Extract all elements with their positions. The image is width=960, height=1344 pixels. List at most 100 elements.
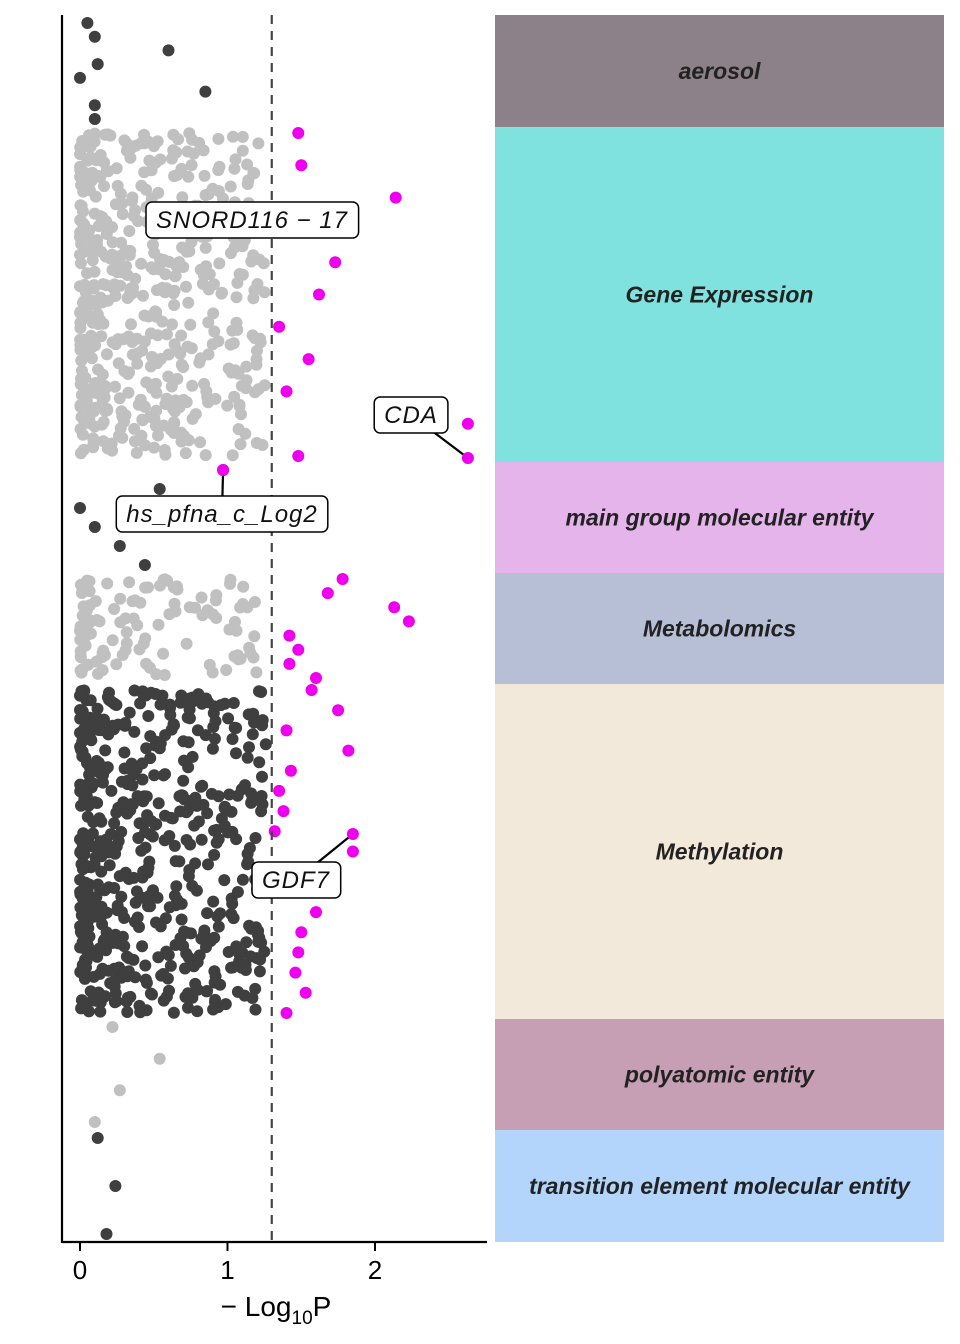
data-point-495: [74, 322, 87, 334]
data-point-1043: [195, 833, 208, 846]
data-point-207: [135, 429, 148, 442]
data-point-1098: [151, 891, 164, 904]
category-label-3: Metabolomics: [643, 616, 796, 642]
x-tick-label-1: 1: [220, 1255, 234, 1285]
data-point-421: [96, 368, 109, 381]
data-point-504: [124, 151, 137, 164]
data-point-543: [113, 540, 126, 552]
annotation-point-3: [346, 828, 359, 840]
data-point-913: [129, 971, 142, 984]
data-point-1115: [214, 978, 227, 991]
data-point-647: [209, 594, 222, 607]
data-point-436: [150, 386, 163, 399]
data-point-755: [152, 797, 165, 810]
data-point-509: [142, 310, 155, 323]
data-point-1192: [118, 940, 131, 953]
data-point-460: [186, 379, 199, 392]
data-point-1000: [103, 859, 116, 872]
data-point-881: [110, 806, 123, 819]
data-point-758: [175, 913, 188, 926]
data-point-490: [114, 422, 127, 435]
data-point-508: [109, 380, 121, 393]
data-point-274: [202, 396, 215, 409]
data-point-1213: [136, 940, 149, 953]
data-point-1163: [75, 687, 88, 700]
data-point-373: [97, 317, 110, 330]
data-point-455: [227, 337, 240, 350]
data-point-160: [137, 289, 149, 302]
data-point-499: [100, 402, 113, 415]
data-point-6: [88, 99, 101, 112]
data-point-523: [230, 316, 243, 329]
data-point-55: [258, 286, 271, 299]
data-point-623: [158, 669, 171, 681]
annotation-0: SNORD116 − 17: [145, 201, 360, 239]
data-point-1173: [121, 807, 134, 820]
data-point-206: [229, 153, 242, 166]
data-point-388: [132, 398, 145, 411]
data-point-981: [212, 920, 225, 933]
data-point-1219: [188, 796, 201, 809]
data-point-1077: [111, 904, 124, 917]
data-point-933: [159, 768, 171, 781]
data-point-465: [242, 174, 255, 187]
data-point-431: [194, 436, 207, 449]
data-point-1097: [133, 999, 146, 1012]
data-point-1126: [98, 884, 111, 897]
data-point-1207: [176, 789, 189, 802]
data-point-522: [78, 303, 91, 315]
data-point-594: [230, 624, 243, 637]
data-point-497: [233, 400, 246, 412]
data-point-488: [75, 335, 88, 348]
data-point-4: [74, 71, 86, 84]
category-band-0: [495, 15, 944, 127]
data-point-1143: [84, 985, 97, 998]
data-point-542: [88, 521, 101, 533]
annotation-label-2: hs_pfna_c_Log2: [126, 501, 318, 528]
data-point-753: [123, 706, 136, 719]
category-bands: aerosol Gene Expression main group molecul…: [495, 15, 944, 1242]
data-point-1144: [139, 826, 152, 839]
data-point-1029: [192, 815, 205, 828]
data-point-61: [122, 386, 135, 399]
data-point-516: [230, 291, 243, 304]
data-point-434: [122, 368, 134, 380]
data-point-7: [88, 113, 101, 125]
data-point-599: [139, 581, 152, 594]
category-label-0: aerosol: [679, 58, 761, 84]
data-point-1209: [118, 966, 131, 978]
data-point-573: [152, 618, 165, 631]
data-point-167: [202, 316, 215, 329]
data-point-67: [199, 449, 212, 462]
data-point-291: [95, 330, 108, 343]
data-point-897: [156, 689, 169, 702]
data-point-792: [86, 827, 99, 840]
data-point-478: [241, 158, 254, 171]
data-point-2: [162, 44, 175, 57]
data-point-1044: [186, 695, 199, 708]
data-point-971: [98, 837, 111, 850]
data-point-887: [177, 774, 190, 787]
data-point-918: [99, 744, 112, 757]
data-point-482: [78, 138, 91, 151]
data-point-1211: [182, 736, 195, 749]
data-point-577: [120, 637, 133, 650]
data-point-1224: [332, 704, 345, 717]
data-point-524: [177, 261, 190, 273]
data-point-120: [179, 447, 192, 460]
data-point-1146: [196, 779, 209, 792]
data-point-1127: [78, 910, 91, 923]
data-point-1124: [231, 985, 244, 998]
data-point-487: [181, 340, 194, 353]
data-point-200: [87, 282, 100, 295]
annotation-label-3: GDF7: [262, 867, 331, 894]
data-point-1169: [249, 832, 262, 844]
data-point-1121: [167, 1006, 180, 1019]
data-point-1118: [152, 951, 165, 964]
data-point-1197: [98, 761, 111, 774]
annotation-label-0: SNORD116 − 17: [156, 207, 349, 234]
data-point-1133: [226, 733, 239, 745]
data-point-295: [240, 360, 253, 373]
x-tick-label-0: 0: [73, 1255, 87, 1285]
data-point-444: [74, 164, 87, 176]
